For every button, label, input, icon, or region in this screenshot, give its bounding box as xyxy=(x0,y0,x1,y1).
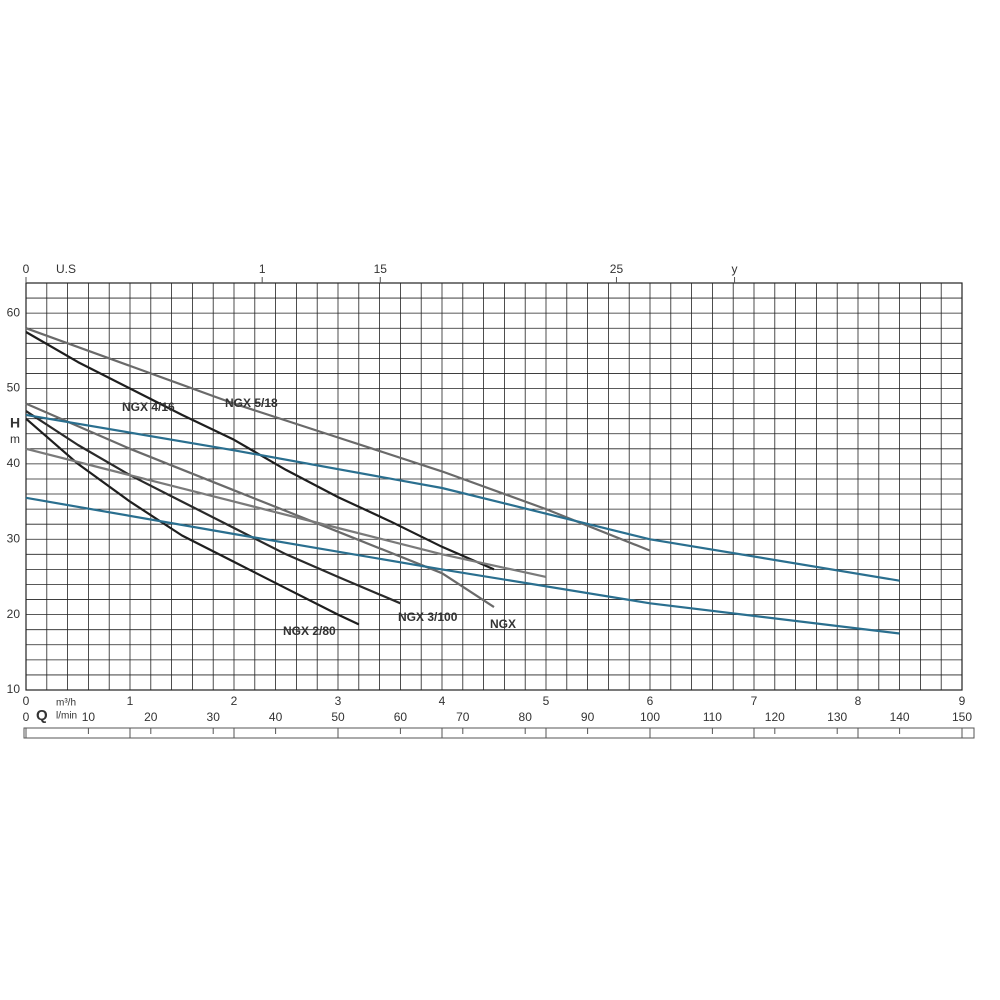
x3-tick-label: 100 xyxy=(640,710,660,724)
x3-tick-label: 20 xyxy=(144,710,158,724)
x3-tick-label: 40 xyxy=(269,710,283,724)
y-tick-label: 60 xyxy=(7,305,21,319)
x3-tick-label: 150 xyxy=(952,710,972,724)
x2-tick-label: 25 xyxy=(610,262,624,276)
curve xyxy=(25,496,900,635)
curve xyxy=(25,417,360,626)
x-tick-label: 8 xyxy=(855,694,862,708)
x3-tick-label: 80 xyxy=(519,710,533,724)
curve xyxy=(25,413,900,582)
x2-tick-label: y xyxy=(732,262,738,276)
x3-tick-label: 50 xyxy=(331,710,345,724)
y-tick-label: 30 xyxy=(7,531,21,545)
curve-label: NGX 3/100 xyxy=(398,610,458,624)
x-tick-label: 6 xyxy=(647,694,654,708)
curve-label: NGX 4/16 xyxy=(122,400,175,414)
y-tick-label: 10 xyxy=(7,682,21,696)
x-tick-label: 3 xyxy=(335,694,342,708)
x2-tick-label: 0 xyxy=(23,262,30,276)
curve xyxy=(25,402,495,609)
x3-tick-label: 110 xyxy=(703,710,722,724)
curve xyxy=(25,447,547,578)
x3-tick-label: 120 xyxy=(765,710,785,724)
y-axis-label: H xyxy=(10,415,20,431)
plot-frame xyxy=(25,282,963,691)
curve-label: NGX xyxy=(490,617,516,631)
y-tick-label: 50 xyxy=(7,381,21,395)
y-tick-label: 40 xyxy=(7,456,21,470)
curve-label: NGX 5/18 xyxy=(225,396,278,410)
x3-tick-label: 30 xyxy=(207,710,221,724)
x3-tick-label: 90 xyxy=(581,710,595,724)
x-tick-label: 1 xyxy=(127,694,134,708)
ruler-strip xyxy=(23,727,975,739)
x2-tick-label: 15 xyxy=(374,262,388,276)
x3-tick-label: 60 xyxy=(394,710,408,724)
curve xyxy=(25,410,401,605)
x3-tick-label: 130 xyxy=(827,710,847,724)
x3-tick-label: 0 xyxy=(23,710,30,724)
x3-tick-label: 10 xyxy=(82,710,96,724)
x-axis-label: Q xyxy=(36,707,48,724)
y-tick-label: 20 xyxy=(7,607,21,621)
y-axis-unit: m xyxy=(10,432,20,446)
x-axis-unit: m³/h xyxy=(56,698,76,709)
x-tick-label: 7 xyxy=(751,694,758,708)
x3-axis-unit: l/min xyxy=(56,711,77,722)
x2-axis-label: U.S xyxy=(56,262,76,276)
x-tick-label: 0 xyxy=(23,694,30,708)
x-tick-label: 2 xyxy=(231,694,238,708)
x3-tick-label: 140 xyxy=(890,710,910,724)
x-tick-label: 9 xyxy=(959,694,966,708)
curve xyxy=(25,327,651,552)
x3-tick-label: 70 xyxy=(456,710,470,724)
x2-tick-label: 1 xyxy=(259,262,266,276)
x-tick-label: 4 xyxy=(439,694,446,708)
curve-label: NGX 2/80 xyxy=(283,624,336,638)
x-tick-label: 5 xyxy=(543,694,550,708)
